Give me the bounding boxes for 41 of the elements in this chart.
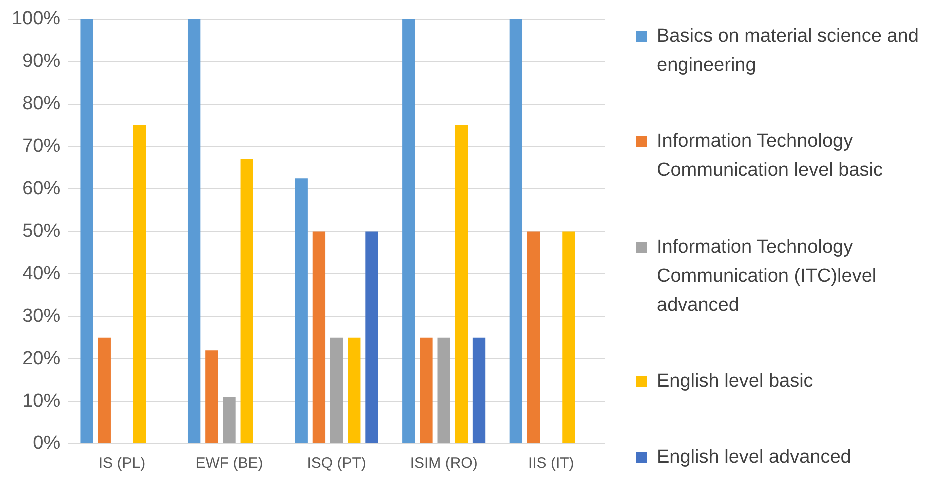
bar [188, 19, 201, 444]
bar [98, 338, 111, 444]
legend-label: English level basic [657, 370, 814, 394]
bar [206, 350, 218, 444]
y-tick-label: 70% [22, 136, 61, 158]
bar [133, 126, 146, 444]
y-tick-label: 20% [22, 348, 61, 370]
bar [330, 338, 344, 444]
x-tick-label: EWF (BE) [196, 455, 264, 472]
bar [562, 232, 576, 444]
y-tick-label: 40% [22, 263, 61, 284]
y-tick-label: 30% [22, 306, 61, 327]
y-tick-label: 80% [22, 94, 61, 115]
bar [438, 338, 450, 444]
x-tick-label: IS (PL) [98, 455, 146, 472]
y-tick-label: 50% [22, 220, 61, 242]
legend-label: Information Technology Communication (ITC)level advanced [657, 236, 878, 318]
y-tick-label: 90% [22, 51, 61, 72]
bar [348, 338, 361, 444]
bar [472, 338, 486, 444]
legend-label: Basics on material science and engineering [657, 25, 920, 78]
bar [366, 232, 378, 444]
bar [80, 19, 94, 444]
bar [295, 178, 308, 444]
y-tick-label: 0% [33, 433, 61, 454]
legend-label: English level advanced [657, 446, 852, 470]
bar [312, 232, 326, 444]
bar [402, 19, 416, 444]
bar [420, 338, 433, 444]
bar [527, 232, 540, 444]
y-tick-label: 10% [22, 390, 61, 412]
bar [223, 397, 236, 444]
bar [510, 19, 523, 444]
bar [240, 160, 254, 444]
y-tick-label: 100% [12, 8, 61, 30]
bar [455, 126, 468, 444]
x-tick-label: ISQ (PT) [307, 455, 366, 472]
x-tick-label: ISIM (RO) [410, 455, 478, 472]
x-tick-label: IIS (IT) [528, 455, 574, 472]
y-tick-label: 60% [22, 178, 61, 200]
legend-label: Information Technology Communication level basic [657, 130, 884, 184]
